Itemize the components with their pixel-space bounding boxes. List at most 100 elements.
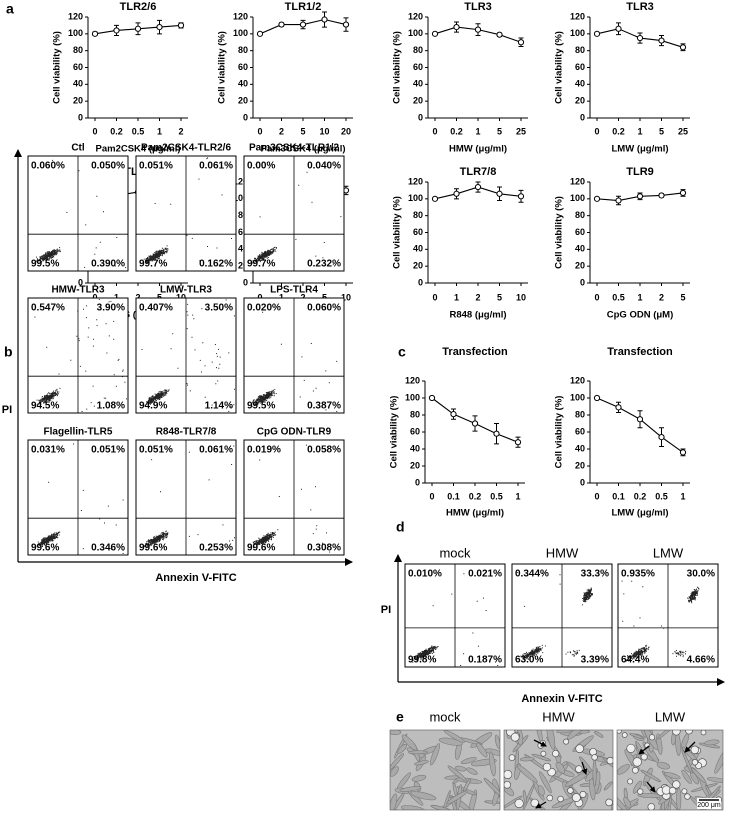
round-cell	[591, 754, 598, 761]
chart-title: Transfection	[607, 346, 673, 358]
x-tick-label: 0	[594, 292, 599, 302]
cell	[516, 764, 538, 783]
cell	[408, 750, 428, 755]
round-cell	[626, 743, 636, 753]
x-tick-label: 2	[178, 126, 183, 136]
y-tick-label: 40	[73, 79, 83, 89]
y-tick-label: 20	[413, 261, 423, 271]
round-cell	[672, 780, 681, 789]
quadrant-value: 0.051%	[91, 445, 125, 456]
cell	[564, 771, 590, 787]
y-tick-label: 120	[405, 375, 420, 385]
data-point	[658, 192, 665, 199]
y-tick-label: 60	[413, 62, 423, 72]
axis-label: Annexin V-FITC	[521, 693, 602, 705]
round-cell	[546, 794, 554, 802]
y-tick-label: 60	[575, 426, 585, 436]
cell	[531, 753, 552, 762]
data-point	[493, 430, 500, 437]
plot-title: Pam3CSK4-TLR1/2	[249, 143, 339, 154]
round-cell	[690, 745, 699, 755]
y-tick-label: 120	[233, 11, 248, 21]
quadrant-value: 0.344%	[515, 569, 549, 580]
x-tick-label: 2	[135, 292, 140, 302]
data-point	[342, 21, 350, 28]
round-cell	[700, 730, 707, 736]
round-cell	[514, 798, 524, 809]
x-tick-label: 20	[341, 126, 351, 136]
data-point	[113, 27, 120, 34]
x-tick-label: 0.1	[447, 491, 460, 501]
data-point	[658, 37, 665, 44]
x-tick-label: 0	[92, 292, 97, 302]
chart-title: TLR9	[626, 166, 654, 178]
quadrant-value: 33.3%	[581, 569, 609, 580]
data-point	[679, 44, 687, 51]
quadrant-value: 64.4%	[621, 655, 649, 666]
y-tick-label: 100	[570, 193, 585, 203]
round-cell	[685, 730, 693, 735]
y-tick-label: 0	[415, 477, 420, 487]
y-tick-label: 40	[413, 244, 423, 254]
x-tick-label: 25	[678, 126, 688, 136]
y-tick-label: 100	[68, 28, 83, 38]
x-tick-label: 0	[257, 126, 262, 136]
data-point	[517, 39, 525, 46]
cell	[489, 751, 496, 777]
x-tick-label: 0.2	[634, 491, 647, 501]
round-cell	[621, 732, 628, 738]
y-tick-label: 80	[575, 45, 585, 55]
x-tick-label: 0	[429, 491, 434, 501]
quadrant-value: 0.010%	[408, 569, 442, 580]
quadrant-value: 0.308%	[307, 543, 341, 554]
axis-label: Annexin V-FITC	[155, 572, 236, 584]
quadrant-value: 3.90%	[97, 303, 125, 314]
y-tick-label: 40	[238, 79, 248, 89]
cell	[438, 737, 463, 746]
x-tick-label: 0.2	[110, 126, 123, 136]
y-tick-label: 0	[580, 477, 585, 487]
x-tick-label: 0	[432, 126, 437, 136]
x-tick-label: 1	[680, 491, 685, 501]
plot-title: HMW	[546, 545, 579, 560]
quadrant-value: 99.5%	[31, 259, 59, 270]
y-tick-label: 40	[238, 244, 248, 254]
cell	[681, 769, 692, 784]
x-tick-label: 1	[637, 292, 642, 302]
y-tick-label: 120	[68, 11, 83, 21]
quadrant-value: 99.6%	[31, 543, 59, 554]
image-title: mock	[429, 709, 461, 724]
panel-label: c	[398, 344, 406, 360]
y-tick-label: 60	[413, 227, 423, 237]
quadrant-value: 0.547%	[31, 303, 65, 314]
cell	[460, 757, 477, 764]
y-tick-label: 0	[418, 112, 423, 122]
data-point	[615, 197, 622, 204]
cell	[390, 753, 404, 772]
quadrant-value: 3.39%	[581, 655, 609, 666]
round-cell	[605, 798, 613, 807]
x-tick-label: 10	[341, 292, 351, 302]
data-point	[636, 416, 644, 423]
y-tick-label: 0	[243, 112, 248, 122]
data-point	[256, 30, 264, 37]
quadrant-value: 0.253%	[199, 543, 233, 554]
data-point	[431, 30, 439, 37]
panel-label: b	[4, 344, 13, 360]
cell	[546, 730, 556, 750]
cell	[400, 805, 426, 810]
image-title: HMW	[542, 709, 575, 724]
x-tick-label: 0.2	[612, 126, 625, 136]
y-tick-label: 0	[580, 112, 585, 122]
quadrant-value: 0.187%	[468, 655, 502, 666]
x-tick-label: 10	[319, 126, 329, 136]
data-point	[431, 195, 439, 202]
x-tick-label: 0	[92, 126, 97, 136]
cell	[447, 765, 468, 782]
scale-bar-bg	[697, 798, 721, 809]
cell	[483, 777, 500, 798]
y-axis-label: Cell viability (%)	[52, 31, 63, 104]
y-tick-label: 40	[575, 79, 585, 89]
y-tick-label: 80	[73, 45, 83, 55]
